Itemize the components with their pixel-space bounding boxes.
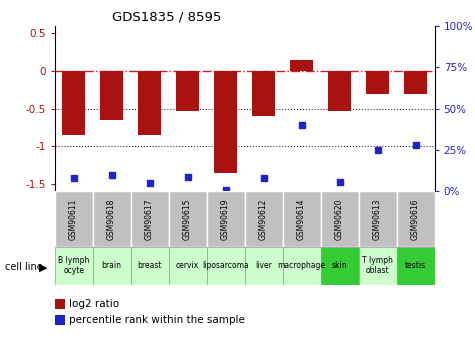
Text: GSM90615: GSM90615 xyxy=(183,198,192,240)
Text: testis: testis xyxy=(405,261,426,270)
Text: ▶: ▶ xyxy=(39,263,48,272)
Text: brain: brain xyxy=(102,261,122,270)
Bar xyxy=(55,191,93,247)
Text: percentile rank within the sample: percentile rank within the sample xyxy=(69,315,245,325)
Text: log2 ratio: log2 ratio xyxy=(69,299,119,309)
Text: GSM90618: GSM90618 xyxy=(107,198,116,240)
Bar xyxy=(321,247,359,285)
Text: breast: breast xyxy=(137,261,162,270)
Bar xyxy=(283,247,321,285)
Bar xyxy=(207,247,245,285)
Bar xyxy=(359,191,397,247)
Bar xyxy=(245,191,283,247)
Text: GSM90619: GSM90619 xyxy=(221,198,230,240)
Bar xyxy=(131,247,169,285)
Text: GSM90617: GSM90617 xyxy=(145,198,154,240)
Bar xyxy=(93,191,131,247)
Bar xyxy=(321,191,359,247)
Text: cervix: cervix xyxy=(176,261,199,270)
Text: liposarcoma: liposarcoma xyxy=(202,261,249,270)
Text: cell line: cell line xyxy=(5,263,42,272)
Text: B lymph
ocyte: B lymph ocyte xyxy=(58,256,89,275)
Text: skin: skin xyxy=(332,261,347,270)
Bar xyxy=(290,60,313,71)
Bar xyxy=(397,247,435,285)
Text: GSM90611: GSM90611 xyxy=(69,198,78,240)
Text: macrophage: macrophage xyxy=(277,261,326,270)
Bar xyxy=(100,71,123,120)
Text: GSM90614: GSM90614 xyxy=(297,198,306,240)
Bar xyxy=(93,247,131,285)
Bar xyxy=(169,191,207,247)
Bar xyxy=(397,191,435,247)
Bar xyxy=(55,247,93,285)
Bar xyxy=(131,191,169,247)
Bar xyxy=(176,71,199,111)
Bar xyxy=(245,247,283,285)
Text: GSM90613: GSM90613 xyxy=(373,198,382,240)
Bar xyxy=(328,71,351,111)
Bar xyxy=(207,191,245,247)
Text: GSM90616: GSM90616 xyxy=(411,198,420,240)
Bar xyxy=(138,71,161,135)
Bar xyxy=(404,71,427,93)
Bar xyxy=(252,71,275,116)
Bar xyxy=(283,191,321,247)
Text: GSM90620: GSM90620 xyxy=(335,198,344,240)
Bar xyxy=(62,71,85,135)
Text: GDS1835 / 8595: GDS1835 / 8595 xyxy=(112,10,221,23)
Bar xyxy=(214,71,237,172)
Bar xyxy=(366,71,389,93)
Text: liver: liver xyxy=(255,261,272,270)
Text: T lymph
oblast: T lymph oblast xyxy=(362,256,393,275)
Bar xyxy=(359,247,397,285)
Bar xyxy=(169,247,207,285)
Text: GSM90612: GSM90612 xyxy=(259,198,268,240)
